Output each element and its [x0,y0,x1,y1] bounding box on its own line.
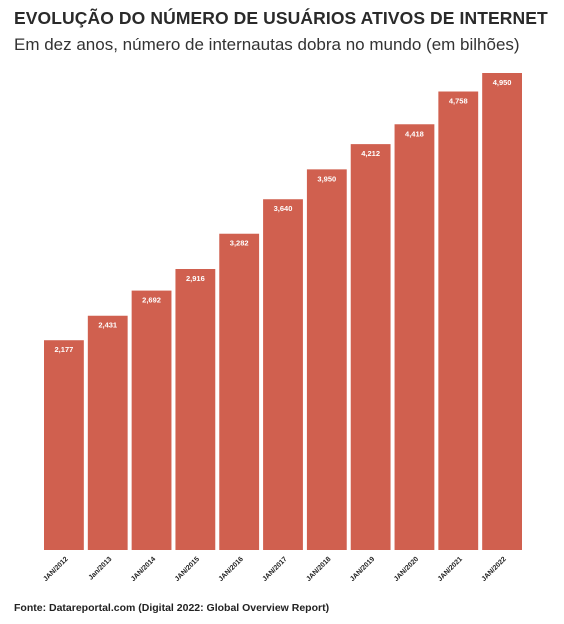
x-tick-label: JAN/2016 [218,556,245,583]
data-label: 3,950 [317,174,336,183]
bar-jan-2018 [306,169,347,551]
bar-jan-2013 [87,315,128,550]
data-label: 3,640 [274,204,293,213]
bar-jan-2020 [394,124,435,551]
source-note: Fonte: Datareportal.com (Digital 2022: G… [14,602,330,614]
data-label: 4,418 [405,129,424,138]
data-label: 2,431 [98,321,117,330]
x-tick-label: JAN/2022 [481,556,508,583]
data-label: 2,177 [55,345,74,354]
bar-jan-2016 [219,233,260,551]
chart-subtitle: Em dez anos, número de internautas dobra… [14,35,520,54]
bar-jan-2014 [131,290,172,550]
x-tick-label: JAN/2018 [305,556,332,583]
x-tick-label: JAN/2014 [130,556,157,583]
data-label: 4,950 [493,78,512,87]
x-tick-label: JAN/2019 [349,556,376,583]
data-label: 2,692 [142,296,161,305]
x-tick-label: Jan/2013 [88,556,114,582]
x-tick-label: JAN/2017 [261,556,288,583]
chart-title: EVOLUÇÃO DO NÚMERO DE USUÁRIOS ATIVOS DE… [14,8,548,28]
x-tick-label: JAN/2015 [174,556,201,583]
bar-jan-2021 [438,91,479,550]
bar-jan-2012 [44,340,84,550]
x-tick-labels-group: JAN/2012 Jan/2013 JAN/2014 JAN/2015 JAN/2016… [42,556,507,583]
data-label: 4,758 [449,97,468,106]
data-label: 4,212 [361,149,380,158]
bar-jan-2019 [350,144,391,550]
bar-jan-2022 [482,73,522,550]
x-tick-label: JAN/2012 [42,556,69,583]
x-tick-label: JAN/2020 [393,556,420,583]
data-label: 2,916 [186,274,205,283]
data-label: 3,282 [230,239,249,248]
bar-jan-2015 [175,269,216,550]
x-tick-label: JAN/2021 [437,556,464,583]
bars-group [44,73,522,551]
data-labels-group: 2,177 2,431 2,692 2,916 3,282 3,640 3,950 4,212… [55,78,512,354]
bar-jan-2017 [263,199,303,551]
